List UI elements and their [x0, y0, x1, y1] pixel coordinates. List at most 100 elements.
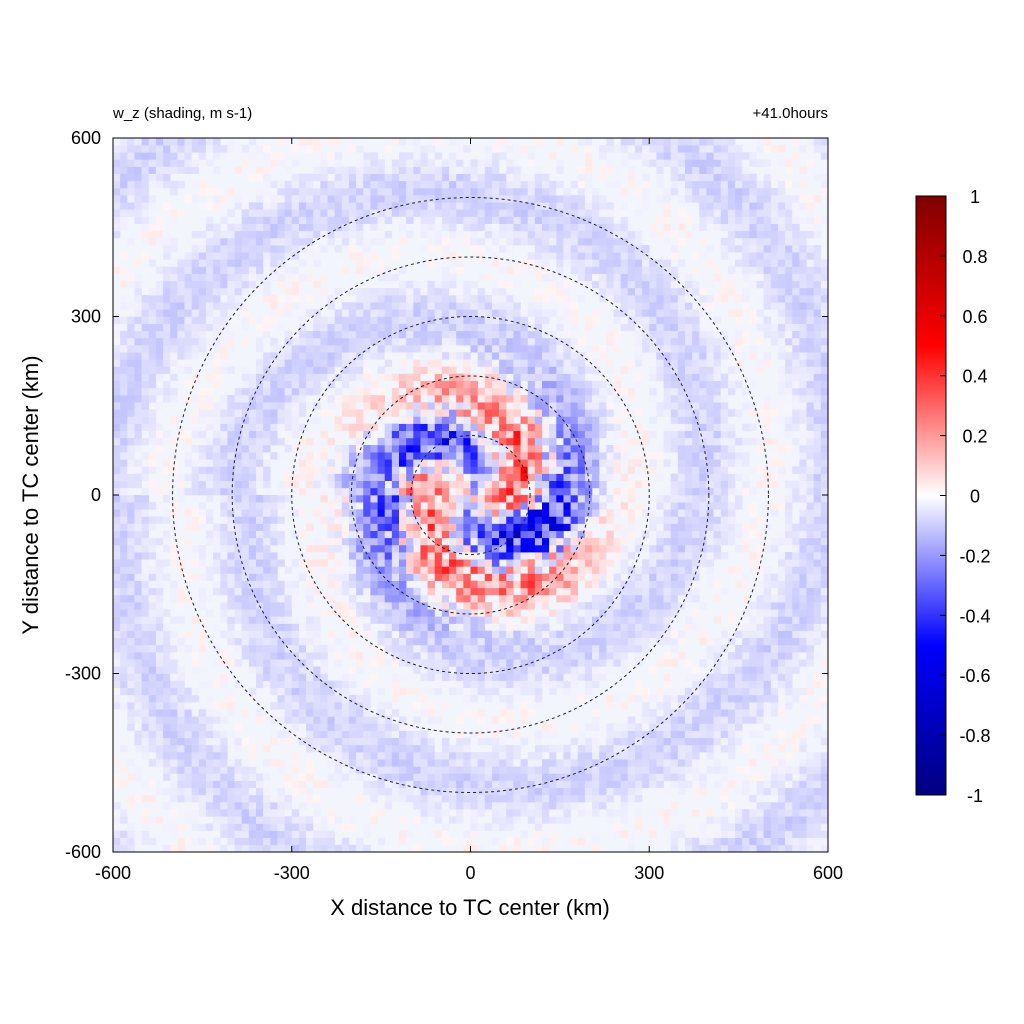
heatmap-cell: [277, 609, 285, 617]
heatmap-cell: [534, 409, 543, 417]
heatmap-cell: [434, 687, 443, 696]
heatmap-cell: [441, 437, 450, 446]
heatmap-cell: [227, 787, 235, 796]
heatmap-cell: [413, 509, 421, 517]
heatmap-cell: [227, 273, 235, 282]
heatmap-cell: [334, 230, 343, 239]
heatmap-cell: [184, 337, 192, 346]
heatmap-cell: [484, 666, 493, 674]
heatmap-cell: [527, 352, 536, 360]
heatmap-cell: [191, 687, 200, 696]
heatmap-cell: [141, 230, 150, 239]
heatmap-cell: [434, 387, 443, 396]
heatmap-cell: [491, 609, 500, 617]
heatmap-cell: [155, 680, 164, 689]
heatmap-cell: [334, 359, 343, 367]
heatmap-cell: [234, 466, 242, 474]
heatmap-cell: [499, 209, 507, 217]
heatmap-cell: [134, 673, 142, 681]
heatmap-cell: [177, 480, 185, 489]
heatmap-cell: [270, 802, 278, 810]
heatmap-cell: [377, 759, 385, 767]
heatmap-cell: [213, 437, 221, 446]
heatmap-cell: [570, 523, 579, 531]
heatmap-cell: [470, 337, 478, 346]
heatmap-cell: [148, 195, 157, 203]
heatmap-cell: [127, 580, 135, 589]
heatmap-cell: [391, 409, 400, 417]
heatmap-cell: [413, 302, 421, 310]
heatmap-cell: [449, 837, 457, 846]
heatmap-cell: [449, 259, 457, 267]
heatmap-cell: [256, 773, 264, 781]
heatmap-cell: [384, 502, 393, 510]
heatmap-cell: [542, 309, 550, 317]
heatmap-cell: [477, 452, 486, 460]
heatmap-cell: [384, 702, 393, 710]
heatmap-cell: [298, 359, 307, 367]
heatmap-cell: [170, 830, 178, 839]
heatmap-cell: [127, 452, 135, 460]
heatmap-cell: [391, 309, 400, 317]
heatmap-cell: [313, 230, 321, 239]
heatmap-cell: [155, 602, 164, 610]
heatmap-cell: [263, 666, 271, 674]
heatmap-cell: [470, 395, 478, 403]
heatmap-cell: [313, 630, 321, 639]
heatmap-cell: [205, 352, 214, 360]
heatmap-cell: [370, 544, 378, 553]
heatmap-cell: [356, 445, 364, 453]
heatmap-cell: [370, 352, 378, 360]
heatmap-cell: [477, 523, 486, 531]
heatmap-cell: [456, 802, 464, 810]
heatmap-cell: [441, 509, 450, 517]
heatmap-cell: [320, 680, 328, 689]
heatmap-cell: [163, 573, 171, 581]
heatmap-cell: [441, 252, 450, 260]
heatmap-cell: [134, 694, 142, 703]
heatmap-cell: [263, 430, 271, 439]
heatmap-cell: [134, 173, 142, 182]
heatmap-cell: [341, 502, 350, 510]
heatmap-cell: [377, 702, 385, 710]
heatmap-cell: [513, 752, 521, 760]
heatmap-cell: [356, 480, 364, 489]
heatmap-cell: [356, 702, 364, 710]
heatmap-cell: [427, 752, 436, 760]
heatmap-cell: [363, 430, 371, 439]
heatmap-cell: [234, 802, 242, 810]
heatmap-cell: [491, 802, 500, 810]
heatmap-cell: [406, 445, 414, 453]
heatmap-cell: [256, 594, 264, 603]
heatmap-cell: [434, 573, 443, 581]
heatmap-cell: [484, 673, 493, 681]
heatmap-cell: [506, 316, 514, 324]
heatmap-cell: [184, 709, 192, 717]
heatmap-cell: [291, 623, 300, 631]
heatmap-cell: [227, 594, 235, 603]
heatmap-cell: [348, 737, 357, 746]
heatmap-cell: [377, 259, 385, 267]
heatmap-cell: [170, 466, 178, 474]
heatmap-cell: [370, 587, 378, 596]
heatmap-cell: [148, 273, 157, 282]
heatmap-cell: [191, 516, 200, 524]
heatmap-cell: [134, 616, 142, 624]
heatmap-cell: [248, 138, 257, 146]
heatmap-cell: [127, 359, 135, 367]
heatmap-cell: [205, 187, 214, 196]
heatmap-cell: [141, 616, 150, 624]
heatmap-cell: [406, 487, 414, 496]
heatmap-cell: [213, 323, 221, 332]
heatmap-cell: [334, 352, 343, 360]
heatmap-cell: [434, 373, 443, 382]
heatmap-cell: [370, 316, 378, 324]
heatmap-cell: [563, 423, 571, 432]
heatmap-cell: [120, 616, 128, 624]
heatmap-cell: [184, 766, 192, 774]
heatmap-cell: [191, 259, 200, 267]
heatmap-cell: [506, 530, 514, 539]
heatmap-cell: [277, 694, 285, 703]
heatmap-cell: [213, 309, 221, 317]
heatmap-cell: [363, 380, 371, 389]
